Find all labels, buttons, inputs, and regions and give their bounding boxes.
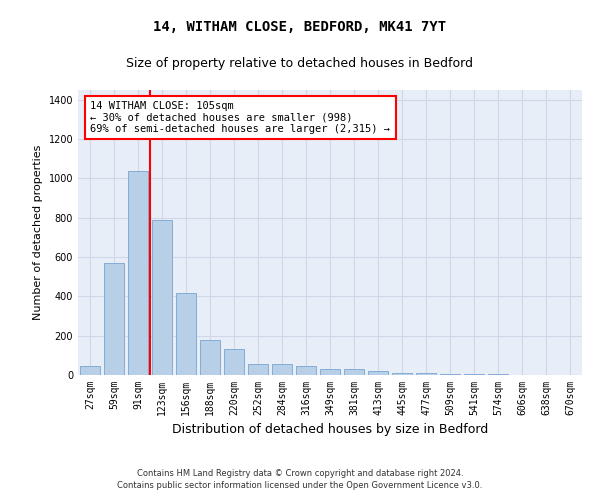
Bar xyxy=(320,370,340,375)
Bar xyxy=(368,371,388,375)
Bar xyxy=(80,366,100,375)
Bar xyxy=(416,373,436,375)
Y-axis label: Number of detached properties: Number of detached properties xyxy=(33,145,43,320)
Bar xyxy=(464,374,484,375)
Text: 14 WITHAM CLOSE: 105sqm
← 30% of detached houses are smaller (998)
69% of semi-d: 14 WITHAM CLOSE: 105sqm ← 30% of detache… xyxy=(91,101,391,134)
Bar xyxy=(392,372,412,375)
X-axis label: Distribution of detached houses by size in Bedford: Distribution of detached houses by size … xyxy=(172,424,488,436)
Text: Size of property relative to detached houses in Bedford: Size of property relative to detached ho… xyxy=(127,58,473,70)
Text: Contains HM Land Registry data © Crown copyright and database right 2024.: Contains HM Land Registry data © Crown c… xyxy=(137,468,463,477)
Bar xyxy=(344,370,364,375)
Bar xyxy=(128,170,148,375)
Bar xyxy=(176,294,196,375)
Bar xyxy=(224,350,244,375)
Text: Contains public sector information licensed under the Open Government Licence v3: Contains public sector information licen… xyxy=(118,481,482,490)
Bar xyxy=(296,366,316,375)
Text: 14, WITHAM CLOSE, BEDFORD, MK41 7YT: 14, WITHAM CLOSE, BEDFORD, MK41 7YT xyxy=(154,20,446,34)
Bar xyxy=(104,263,124,375)
Bar xyxy=(440,374,460,375)
Bar xyxy=(152,220,172,375)
Bar xyxy=(200,340,220,375)
Bar xyxy=(488,374,508,375)
Bar xyxy=(248,364,268,375)
Bar xyxy=(272,364,292,375)
